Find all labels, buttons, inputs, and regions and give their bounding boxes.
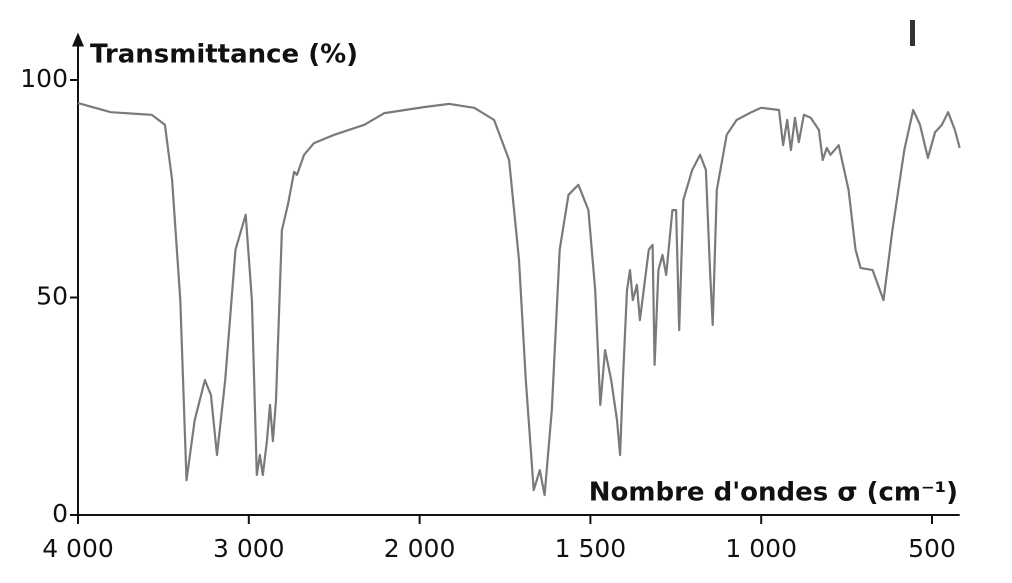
x-tick-label: 3 000 bbox=[213, 534, 285, 563]
y-tick-label: 100 bbox=[20, 64, 68, 93]
x-tick-label: 2 000 bbox=[384, 534, 456, 563]
y-axis-label: Transmittance (%) bbox=[90, 40, 358, 70]
x-axis-label: Nombre d'ondes σ (cm⁻¹) bbox=[589, 478, 958, 508]
x-tick-label: 1 000 bbox=[725, 534, 797, 563]
y-axis-arrow bbox=[72, 32, 84, 47]
x-tick-label: 500 bbox=[908, 534, 956, 563]
spectrum-line bbox=[77, 102, 961, 497]
x-tick-label: 4 000 bbox=[42, 534, 114, 563]
mark-decoration bbox=[910, 20, 915, 46]
y-tick-label: 50 bbox=[36, 282, 68, 311]
y-tick-label: 0 bbox=[52, 499, 68, 528]
x-tick-label: 1 500 bbox=[555, 534, 627, 563]
